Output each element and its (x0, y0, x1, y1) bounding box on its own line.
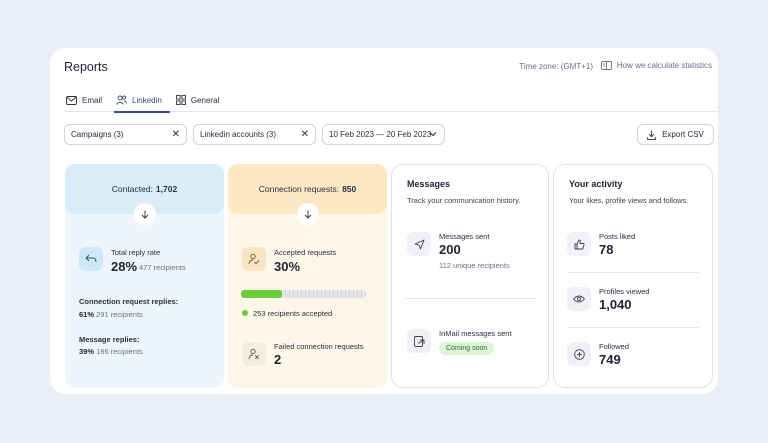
arrow-down-icon (141, 210, 149, 219)
date-range-label: 10 Feb 2023 — 20 Feb 2023 (329, 130, 432, 139)
contacted-column: Contacted: 1,702 Total reply rate 28% 477… (65, 164, 224, 388)
users-icon (116, 95, 128, 105)
messages-sent-label: Messages sent (439, 232, 490, 241)
followed-label: Followed (599, 342, 630, 351)
messages-panel: Messages Track your communication histor… (391, 164, 549, 388)
clear-campaigns-icon[interactable]: ✕ (171, 129, 180, 140)
follow-icon-box (567, 342, 591, 366)
conn-replies-sub: 291 recipients (96, 310, 143, 319)
messages-sent-sub: 112 unique recipients (439, 261, 510, 270)
messages-sent-value: 200 (439, 242, 461, 257)
connection-value: 850 (342, 184, 357, 194)
connection-label: Connection requests: (258, 184, 340, 194)
tab-linkedin-label: Linkedin (132, 95, 162, 105)
profiles-viewed-label: Profiles viewed (599, 287, 650, 296)
eye-icon-box (567, 287, 591, 311)
profiles-viewed-value: 1,040 (599, 297, 632, 312)
how-we-calculate-link[interactable]: How we calculate statistics (600, 61, 712, 70)
msg-replies-sub: 186 recipients (96, 347, 143, 356)
contacted-label: Contacted: (111, 184, 153, 194)
tab-general-label: General (190, 95, 220, 105)
activity-divider-2 (567, 327, 699, 328)
campaigns-filter[interactable]: Campaigns (3) ✕ (64, 124, 187, 145)
messages-subtitle: Track your communication history. (407, 196, 521, 205)
plus-circle-icon (573, 348, 585, 360)
coming-soon-badge: Coming soon (439, 342, 495, 355)
timezone-label: Time zone: (GMT+1) (519, 62, 593, 71)
how-we-calculate-label: How we calculate statistics (616, 61, 712, 70)
user-x-icon (248, 348, 259, 360)
posts-liked-label: Posts liked (599, 232, 636, 241)
mail-icon (66, 95, 77, 105)
connection-arrow (297, 203, 319, 225)
accepted-progress-bar (241, 290, 366, 298)
filter-bar: Campaigns (3) ✕ Linkedin accounts (3) ✕ … (64, 124, 718, 146)
accepted-label: Accepted requests (274, 248, 337, 257)
accepted-value: 30% (274, 259, 301, 274)
like-icon-box (567, 232, 591, 256)
accepted-progress-fill (241, 290, 283, 298)
tab-linkedin[interactable]: Linkedin (114, 88, 170, 113)
arrow-down-icon (304, 210, 312, 219)
msg-replies-label: Message replies: (79, 335, 140, 344)
posts-liked-value: 78 (599, 242, 614, 257)
inmail-label: InMail messages sent (439, 329, 512, 338)
export-csv-button[interactable]: Export CSV (637, 124, 714, 145)
activity-title: Your activity (569, 179, 623, 189)
contacted-value: 1,702 (155, 184, 178, 194)
clear-accounts-icon[interactable]: ✕ (300, 129, 309, 140)
send-icon (414, 239, 424, 249)
campaigns-filter-label: Campaigns (3) (71, 130, 124, 139)
messages-title: Messages (407, 179, 451, 189)
tab-email-label: Email (82, 95, 103, 105)
inmail-icon-box (407, 329, 431, 353)
total-reply-value: 28% (111, 259, 138, 274)
total-reply-label: Total reply rate (111, 248, 161, 257)
failed-label: Failed connection requests (274, 342, 364, 351)
grid-icon (175, 95, 186, 105)
followed-value: 749 (599, 352, 621, 367)
tab-email[interactable]: Email (64, 88, 110, 112)
book-icon (600, 61, 612, 70)
download-icon (647, 130, 656, 140)
date-range-select[interactable]: 10 Feb 2023 — 20 Feb 2023 (322, 124, 445, 145)
messages-divider (405, 298, 536, 299)
activity-divider-1 (567, 272, 699, 273)
accepted-dot (242, 310, 248, 316)
total-reply-sub: 477 recipients (139, 263, 186, 272)
failed-icon-box (242, 342, 266, 366)
reply-icon (85, 254, 97, 263)
eye-icon (573, 295, 585, 303)
chevron-down-icon (429, 132, 437, 137)
accounts-filter[interactable]: Linkedin accounts (3) ✕ (193, 124, 316, 145)
send-icon-box (407, 232, 431, 256)
accounts-filter-label: Linkedin accounts (3) (200, 130, 277, 139)
user-check-icon (248, 253, 260, 265)
tab-general[interactable]: General (174, 88, 227, 112)
msg-replies-line: 39% 186 recipients (79, 347, 143, 356)
activity-subtitle: Your likes, profile views and follows. (569, 196, 689, 205)
accepted-icon-box (242, 247, 266, 271)
failed-value: 2 (274, 352, 282, 367)
msg-replies-pct: 39% (79, 347, 95, 356)
conn-replies-pct: 61% (79, 310, 95, 319)
inmail-icon (413, 335, 424, 347)
connection-column: Connection requests: 850 Accepted request… (228, 164, 387, 388)
page-title: Reports (64, 60, 108, 74)
conn-replies-label: Connection request replies: (79, 297, 179, 306)
activity-panel: Your activity Your likes, profile views … (553, 164, 713, 388)
reports-card: Reports Time zone: (GMT+1) How we calcul… (50, 48, 718, 394)
conn-replies-line: 61% 291 recipients (79, 310, 143, 319)
export-csv-label: Export CSV (662, 130, 704, 139)
reply-icon-box (79, 247, 103, 271)
accepted-sub: 253 recipients accepted (253, 309, 333, 318)
thumbs-up-icon (574, 239, 585, 249)
contacted-arrow (134, 203, 156, 225)
tab-bar: Email Linkedin General (64, 88, 718, 113)
